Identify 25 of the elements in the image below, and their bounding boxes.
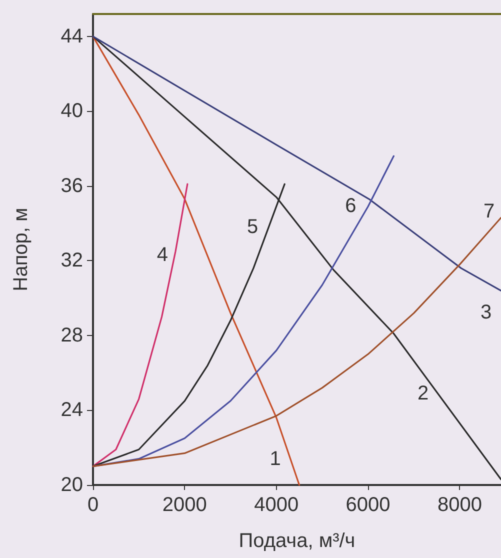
series-label: 2 — [417, 382, 429, 404]
y-tick-label: 36 — [60, 174, 83, 197]
line-series — [92, 36, 300, 486]
series-label: 6 — [345, 195, 356, 218]
y-tick-label: 24 — [60, 399, 83, 422]
series-label: 4 — [156, 244, 168, 266]
line-series — [92, 183, 188, 468]
x-tick-label: 8000 — [437, 494, 482, 516]
series-label: 1 — [270, 448, 281, 470]
y-tick-label: 32 — [60, 250, 83, 272]
y-tick-label: 20 — [60, 474, 83, 496]
x-tick-label: 2000 — [162, 494, 207, 516]
x-axis-title: Подача, м³/ч — [238, 530, 356, 552]
x-tick-label: 0 — [87, 494, 99, 516]
line-series — [92, 36, 501, 292]
line-series — [92, 216, 501, 468]
y-axis-title: Напор, м — [10, 208, 32, 292]
series-label: 3 — [480, 302, 492, 324]
x-tick-label: 4000 — [254, 494, 299, 516]
y-tick-label: 44 — [60, 25, 83, 48]
y-tick-label: 40 — [60, 100, 83, 122]
x-tick-label: 6000 — [346, 494, 390, 516]
y-tick-label: 28 — [60, 324, 83, 346]
series-label: 5 — [247, 216, 258, 238]
series-label: 7 — [483, 200, 495, 223]
